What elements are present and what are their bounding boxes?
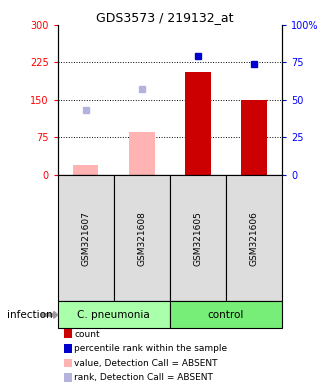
Bar bbox=[226, 175, 282, 301]
Text: GSM321606: GSM321606 bbox=[249, 211, 259, 265]
Bar bbox=[114, 175, 170, 301]
Text: GSM321607: GSM321607 bbox=[81, 211, 90, 265]
Text: GSM321605: GSM321605 bbox=[193, 211, 203, 265]
Bar bbox=[170, 175, 226, 301]
Text: C. pneumonia: C. pneumonia bbox=[78, 310, 150, 320]
Bar bbox=[185, 72, 211, 175]
Text: GDS3573 / 219132_at: GDS3573 / 219132_at bbox=[96, 12, 234, 25]
Bar bbox=[58, 175, 114, 301]
Bar bbox=[242, 100, 267, 175]
Bar bbox=[129, 132, 154, 175]
Bar bbox=[170, 301, 282, 328]
Text: rank, Detection Call = ABSENT: rank, Detection Call = ABSENT bbox=[74, 373, 213, 382]
Bar bbox=[58, 301, 170, 328]
Text: value, Detection Call = ABSENT: value, Detection Call = ABSENT bbox=[74, 359, 218, 368]
Bar bbox=[73, 165, 98, 175]
Text: infection: infection bbox=[7, 310, 52, 320]
Text: percentile rank within the sample: percentile rank within the sample bbox=[74, 344, 227, 353]
Text: count: count bbox=[74, 329, 100, 339]
Text: control: control bbox=[208, 310, 244, 320]
Text: GSM321608: GSM321608 bbox=[137, 211, 147, 265]
